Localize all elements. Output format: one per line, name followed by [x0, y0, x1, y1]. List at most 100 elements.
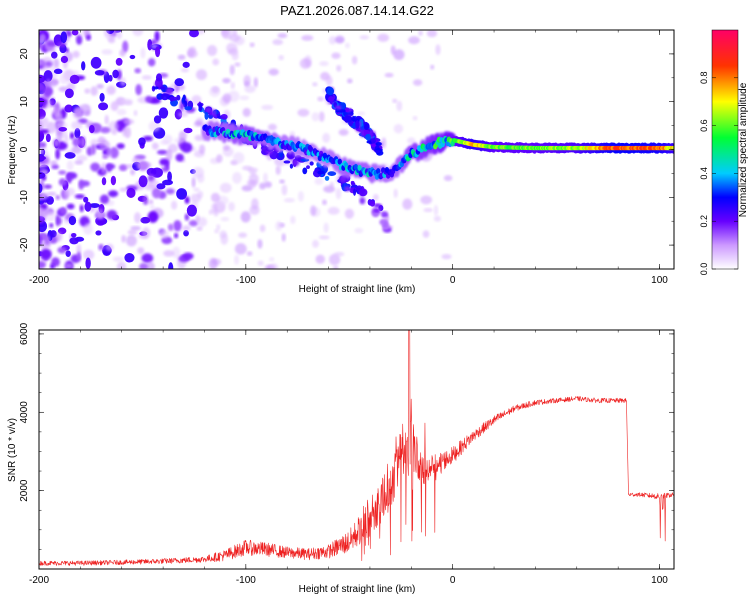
spectrogram-blob	[140, 47, 146, 59]
spectrogram-blob	[96, 83, 104, 89]
spectrogram-blob	[153, 86, 159, 90]
spectrogram-blob	[132, 30, 144, 37]
spectrogram-blob	[49, 230, 57, 238]
spectrogram-blob	[65, 250, 71, 257]
spectrogram-blob	[165, 188, 175, 195]
spectrogram-blob	[324, 175, 330, 181]
spectrogram-blob	[71, 120, 83, 130]
spectrogram-blob	[39, 261, 46, 269]
spectrogram-blob	[177, 54, 186, 60]
figure-title: PAZ1.2026.087.14.14.G22	[280, 3, 434, 18]
spectrogram-blob	[219, 182, 232, 194]
spectrogram-blob	[353, 188, 357, 196]
spectrogram-blob	[269, 257, 275, 262]
spectrogram-blob	[334, 35, 345, 44]
spectrogram-blob	[173, 232, 179, 239]
spectrogram-blob	[178, 130, 187, 141]
spectrogram-blob	[229, 33, 241, 42]
spectrogram-blob	[50, 98, 56, 107]
spectrogram-blob	[119, 49, 126, 57]
spectrogram-blob	[88, 124, 95, 134]
spectrogram-blob	[76, 155, 88, 162]
spectrogram-blob	[234, 243, 247, 255]
spectrogram-blob	[316, 162, 320, 167]
spectrogram-blob	[257, 260, 264, 266]
spectrogram-blob	[149, 199, 154, 205]
spectrogram-blob	[184, 106, 193, 111]
spectrogram-blob	[74, 127, 81, 139]
spectrogram-blob	[59, 207, 67, 215]
spectrogram-blob	[122, 40, 129, 53]
spectrogram-blob	[138, 137, 146, 146]
spectrogram-blob	[139, 262, 149, 269]
spectrogram-blob	[354, 227, 364, 234]
spectrogram-blob	[58, 170, 67, 175]
spectrogram-blob	[116, 261, 127, 269]
spectrogram-blob	[433, 204, 439, 217]
spectrogram-blob	[151, 187, 162, 199]
spectrogram-blob	[69, 132, 75, 140]
y-tick-label: 6000	[19, 322, 30, 345]
spectrogram-blob	[393, 123, 404, 134]
colorbar-tick-label: 0.4	[699, 167, 709, 180]
spectrogram-blob	[166, 87, 172, 94]
spectrogram-blob	[393, 188, 398, 199]
spectrogram-blob	[127, 229, 138, 235]
spectrogram-blob	[149, 204, 155, 210]
spectrogram-blob	[112, 256, 124, 262]
colorbar-tick-label: 0.2	[699, 215, 709, 228]
spectrogram-blob	[222, 144, 230, 151]
spectrogram-blob	[116, 30, 122, 40]
spectrogram-blob	[344, 185, 351, 192]
spectrogram-blob	[216, 113, 221, 117]
spectrogram-blob	[124, 126, 131, 139]
spectrogram-blob	[412, 115, 418, 121]
spectrogram-blob	[187, 49, 198, 58]
y-tick-label: 0	[19, 146, 30, 152]
spectrogram-blob	[69, 237, 79, 245]
spectrogram-blob	[133, 212, 141, 224]
spectrogram-blob	[331, 52, 341, 59]
spectrogram-blob	[85, 257, 91, 269]
spectrogram-blob	[372, 193, 379, 201]
spectrogram-blob	[121, 234, 126, 243]
spectrogram-blob	[359, 35, 370, 40]
spectrogram-blob	[138, 175, 148, 188]
spectrogram-blob	[334, 251, 345, 257]
spectrogram-blob	[283, 160, 291, 164]
spectrogram-blob	[55, 148, 61, 160]
spectrogram-blob	[39, 234, 42, 246]
spectrogram-blob	[154, 81, 163, 88]
spectrogram-blob	[39, 116, 49, 129]
spectrogram-blob	[212, 58, 220, 66]
spectrogram-blob	[190, 193, 202, 203]
y-tick-label: 10	[19, 96, 30, 108]
spectrogram-blob	[40, 142, 47, 148]
spectrogram-blob	[275, 220, 283, 231]
spectrogram-blob	[139, 161, 152, 168]
spectrogram-blob	[180, 142, 193, 153]
spectrogram-blob	[183, 230, 189, 237]
spectrogram-blob	[297, 108, 310, 117]
spectrogram-blob	[153, 115, 162, 124]
spectrogram-blob	[435, 44, 441, 56]
spectrogram-blob	[165, 149, 173, 162]
spectrogram-blob	[420, 195, 433, 205]
spectrogram-blob	[106, 148, 113, 158]
spectrogram-blob	[135, 84, 142, 96]
spectrogram-blob	[278, 55, 284, 61]
spectrogram-blob	[374, 203, 382, 207]
spectrogram-blob	[106, 85, 116, 95]
spectrogram-blob	[407, 137, 416, 144]
spectrogram-blob	[371, 138, 376, 144]
spectrogram-blob	[188, 220, 199, 227]
spectrogram-blob	[336, 64, 342, 72]
spectrogram-blob	[155, 73, 163, 82]
spectrogram-blob	[230, 81, 235, 90]
spectrogram-blob	[39, 42, 44, 49]
colorbar-tick-label: 0.6	[699, 119, 709, 132]
spectrogram-blob	[443, 175, 453, 182]
spectrogram-blob	[90, 86, 98, 96]
x-tick-label: -100	[236, 575, 256, 586]
